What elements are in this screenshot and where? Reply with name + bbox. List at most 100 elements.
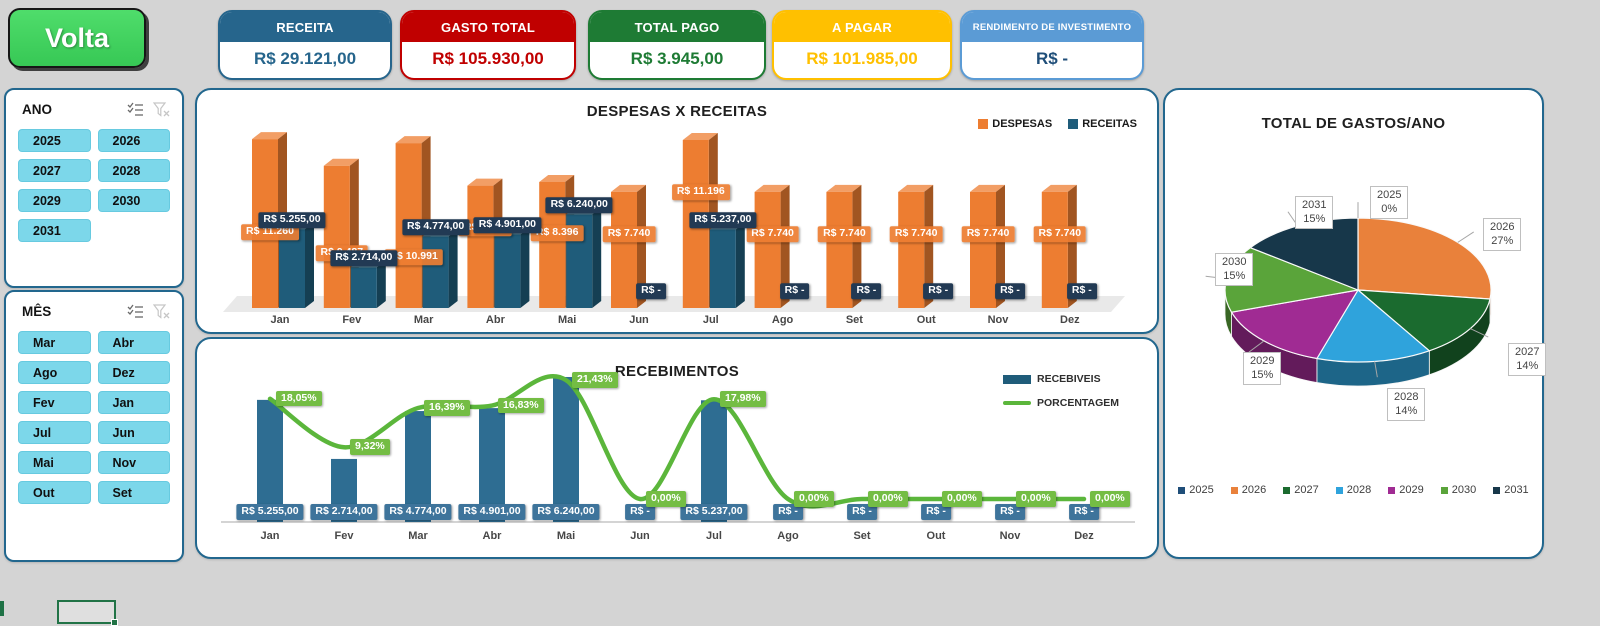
porcentagem-line [267,374,1087,509]
porcentagem-label-mar: 16,39% [424,400,470,416]
year-item-2029[interactable]: 2029 [18,189,91,212]
pie-legend-swatch-2029 [1388,486,1396,494]
axis-label-jan: Jan [270,314,290,326]
porcentagem-label-mai: 21,43% [572,372,618,388]
axis-label-fev: Fev [334,530,354,542]
gastos-ano-title: TOTAL DE GASTOS/ANO [1261,115,1446,132]
year-item-2031[interactable]: 2031 [18,219,91,242]
receitas-bar-mar-front [422,236,449,308]
despesas-bar-out-side [924,184,934,308]
receitas-bar-abr-front [494,234,521,308]
month-item-abr[interactable]: Abr [97,331,170,354]
kpi-card-3: A PAGAR R$ 101.985,00 [772,10,952,80]
despesas-bar-abr-top [467,178,503,186]
month-item-jun[interactable]: Jun [97,421,170,444]
kpi-value: R$ 29.121,00 [253,49,357,68]
despesas-label-mai: R$ 8.396 [530,225,584,241]
year-item-2025[interactable]: 2025 [18,129,91,152]
pie-legend-swatch-2027 [1283,486,1291,494]
receitas-label-dez: R$ - [1066,283,1097,299]
month-item-dez[interactable]: Dez [97,361,170,384]
despesas-bar-fev-front [323,165,350,308]
month-item-out[interactable]: Out [18,481,91,504]
month-item-mai[interactable]: Mai [18,451,91,474]
receitas-label-fev: R$ 2.714,00 [330,250,398,267]
month-item-jul[interactable]: Jul [18,421,91,444]
month-slicer-title: MÊS [22,304,52,319]
multi-select-icon[interactable] [127,304,144,319]
despesas-label-ago: R$ 7.740 [746,226,799,242]
kpi-label: TOTAL PAGO [590,12,764,42]
despesas-bar-jun-side [637,184,646,308]
kpi-value: R$ - [1035,49,1069,68]
axis-label-jul: Jul [702,314,719,326]
year-item-2030[interactable]: 2030 [97,189,170,212]
receitas-bar-jan-front [279,229,305,308]
recebiveis-bar-mar [405,411,431,522]
back-button[interactable]: Volta [8,8,146,68]
recebimentos-title: RECEBIMENTOS [614,363,740,380]
year-item-2027[interactable]: 2027 [18,159,91,182]
despesas-bar-mai-top [539,175,575,183]
month-item-fev[interactable]: Fev [18,391,91,414]
porcentagem-label-jul: 17,98% [720,391,766,407]
month-item-jan[interactable]: Jan [97,391,170,414]
axis-label-jan: Jan [260,530,280,542]
despesas-label-jul: R$ 11.196 [671,184,730,200]
despesas-bar-set-side [852,184,862,308]
despesas-receitas-title: DESPESAS X RECEITAS [586,103,768,120]
recebiveis-label-out: R$ - [921,504,951,520]
porcentagem-label-abr: 16,83% [498,397,544,414]
despesas-bar-mar-top [395,136,431,144]
axis-label-jul: Jul [706,530,722,542]
year-slicer-title: ANO [22,102,52,117]
axis-label-dez: Dez [1060,314,1080,326]
pie-legend-item-2026: 2026 [1230,484,1266,496]
kpi-label: GASTO TOTAL [402,12,574,42]
month-item-set[interactable]: Set [97,481,170,504]
clear-filter-icon[interactable] [153,304,170,319]
multi-select-icon[interactable] [127,102,144,117]
clear-filter-icon[interactable] [153,102,170,117]
month-item-mar[interactable]: Mar [18,331,91,354]
recebiveis-label-abr: R$ 4.901,00 [458,504,526,520]
pie-legend-swatch-2025 [1178,486,1186,494]
month-item-ago[interactable]: Ago [18,361,91,384]
despesas-bar-jun-front [611,191,637,308]
kpi-label: A PAGAR [774,12,950,42]
despesas-bar-out-top [898,184,934,192]
axis-label-mai: Mai [556,530,576,542]
kpi-card-2: TOTAL PAGO R$ 3.945,00 [588,10,766,80]
porcentagem-label-out: 0,00% [942,491,982,507]
axis-label-jun: Jun [629,314,649,326]
pie-leader-2027 [1470,328,1489,338]
gastos-ano-plot: 2025 0% 2026 27% 2027 14% 2028 14% 2029 15% 2030 15… [1165,90,1547,557]
selected-cell[interactable] [57,600,118,626]
recebiveis-bar-jan [257,399,283,522]
porcentagem-label-set: 0,00% [868,491,908,507]
gastos-ano-legend: 2025 2026 2027 2028 2029 2030 2031 [1165,484,1542,496]
porcentagem-legend-label: PORCENTAGEM [1037,397,1120,409]
year-item-2028[interactable]: 2028 [97,159,170,182]
despesas-bar-jan-top [252,132,287,140]
receitas-label-set: R$ - [851,283,882,299]
kpi-value: R$ 105.930,00 [432,49,544,68]
pie-label-2026: 2026 27% [1483,218,1522,251]
year-item-2026[interactable]: 2026 [97,129,170,152]
month-item-nov[interactable]: Nov [97,451,170,474]
despesas-label-set: R$ 7.740 [818,226,871,242]
despesas-bar-abr-front [467,185,494,308]
despesas-bar-ago-top [754,184,790,192]
kpi-card-4: RENDIMENTO DE INVESTIMENTO R$ - [960,10,1144,80]
porcentagem-legend-swatch [1003,401,1031,405]
receitas-bar-jul-side [735,222,745,308]
kpi-card-1: GASTO TOTAL R$ 105.930,00 [400,10,576,80]
axis-label-out: Out [916,314,936,326]
axis-label-ago: Ago [771,314,794,326]
despesas-bar-mai-front [539,182,566,308]
recebimentos-canvas [221,374,1135,523]
axis-label-dez: Dez [1074,530,1094,542]
receitas-label-nov: R$ - [995,283,1025,299]
pie-leader-2029 [1248,340,1265,353]
receitas-bar-abr-side [520,227,530,308]
